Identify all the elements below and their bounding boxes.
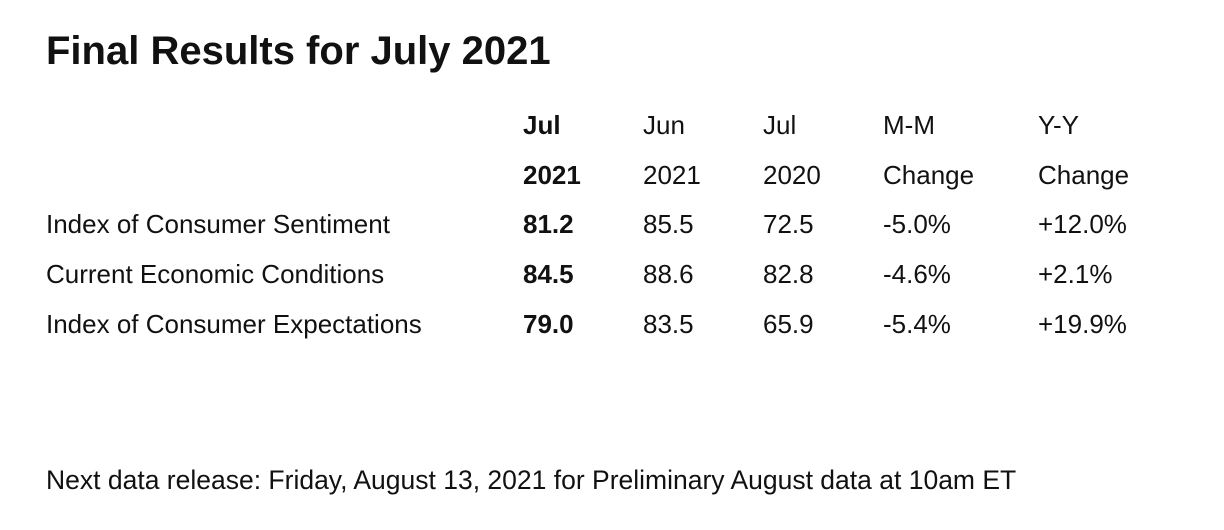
cell: 83.5	[643, 309, 694, 339]
cell: -5.0%	[883, 209, 951, 239]
cell: -4.6%	[883, 259, 951, 289]
row-label: Index of Consumer Sentiment	[46, 209, 390, 239]
cell: 81.2	[523, 209, 574, 239]
cell: 82.8	[763, 259, 814, 289]
footer-note: Next data release: Friday, August 13, 20…	[46, 465, 1017, 495]
cell: 79.0	[523, 309, 574, 339]
cell: 84.5	[523, 259, 574, 289]
cell: 85.5	[643, 209, 694, 239]
column-header: Jul	[523, 110, 561, 140]
cell: 65.9	[763, 309, 814, 339]
column-header: Change	[1038, 160, 1130, 190]
cell: +19.9%	[1038, 309, 1127, 339]
column-header: Jul	[763, 110, 797, 140]
cell: +2.1%	[1038, 259, 1113, 289]
column-header: Change	[883, 160, 975, 190]
cell: +12.0%	[1038, 209, 1127, 239]
row-label: Index of Consumer Expectations	[46, 309, 422, 339]
column-header: Y-Y	[1038, 110, 1079, 140]
column-header: 2021	[523, 160, 581, 190]
column-header: 2021	[643, 160, 701, 190]
cell: 88.6	[643, 259, 694, 289]
cell: 72.5	[763, 209, 814, 239]
column-header: M-M	[883, 110, 935, 140]
column-header: Jun	[643, 110, 685, 140]
cell: -5.4%	[883, 309, 951, 339]
title: Final Results for July 2021	[46, 29, 551, 73]
row-label: Current Economic Conditions	[46, 259, 385, 289]
column-header: 2020	[763, 160, 821, 190]
